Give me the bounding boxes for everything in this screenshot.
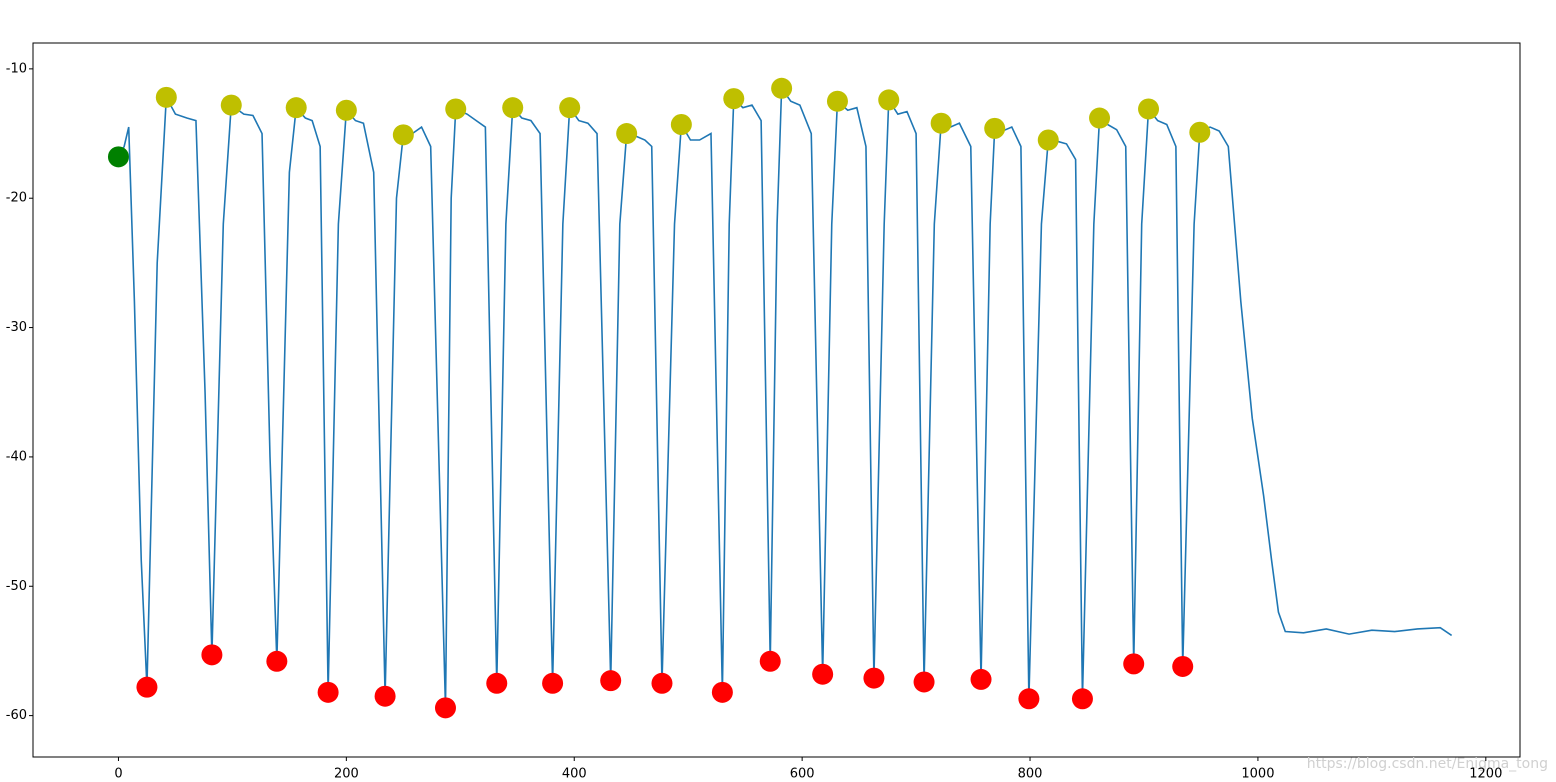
scatter-point	[1123, 653, 1145, 675]
scatter-point	[107, 146, 129, 168]
scatter-point	[616, 123, 638, 145]
x-tick-label: 0	[114, 767, 122, 782]
scatter-point	[434, 697, 456, 719]
y-tick-label: -20	[6, 191, 27, 206]
scatter-point	[542, 672, 564, 694]
x-tick-label: 600	[790, 767, 815, 782]
scatter-point	[1138, 98, 1160, 120]
scatter-point	[711, 681, 733, 703]
scatter-point	[878, 89, 900, 111]
scatter-point	[266, 650, 288, 672]
scatter-point	[1172, 655, 1194, 677]
scatter-point	[1071, 688, 1093, 710]
scatter-point	[651, 672, 673, 694]
y-tick-label: -30	[6, 320, 27, 335]
scatter-point	[812, 663, 834, 685]
scatter-point	[155, 86, 177, 108]
y-tick-label: -50	[6, 579, 27, 594]
scatter-point	[201, 644, 223, 666]
scatter-point	[374, 685, 396, 707]
scatter-point	[826, 90, 848, 112]
scatter-point	[771, 77, 793, 99]
scatter-point	[723, 88, 745, 110]
y-tick-label: -10	[6, 61, 27, 76]
x-tick-label: 1000	[1241, 767, 1274, 782]
scatter-point	[930, 112, 952, 134]
scatter-point	[1037, 129, 1059, 151]
scatter-point	[486, 672, 508, 694]
x-tick-label: 400	[562, 767, 587, 782]
scatter-point	[1018, 688, 1040, 710]
watermark: https://blog.csdn.net/Enigma_tong	[1307, 756, 1548, 772]
y-tick-label: -60	[6, 708, 27, 723]
scatter-point	[136, 676, 158, 698]
scatter-point	[970, 668, 992, 690]
y-tick-label: -40	[6, 449, 27, 464]
x-tick-label: 200	[334, 767, 359, 782]
scatter-point	[559, 97, 581, 119]
scatter-point	[863, 667, 885, 689]
scatter-point	[445, 98, 467, 120]
scatter-point	[913, 671, 935, 693]
scatter-point	[759, 650, 781, 672]
scatter-point	[600, 670, 622, 692]
scatter-point	[335, 99, 357, 121]
scatter-point	[1089, 107, 1111, 129]
x-tick-label: 800	[1018, 767, 1043, 782]
scatter-point	[220, 94, 242, 116]
data-line	[117, 85, 1453, 708]
scatter-point	[317, 681, 339, 703]
scatter-point	[1189, 121, 1211, 143]
scatter-point	[502, 97, 524, 119]
scatter-point	[984, 117, 1006, 139]
x-tick-label: 1200	[1469, 767, 1502, 782]
scatter-point	[285, 97, 307, 119]
plot-frame	[32, 42, 1521, 758]
scatter-point	[670, 113, 692, 135]
scatter-point	[392, 124, 414, 146]
